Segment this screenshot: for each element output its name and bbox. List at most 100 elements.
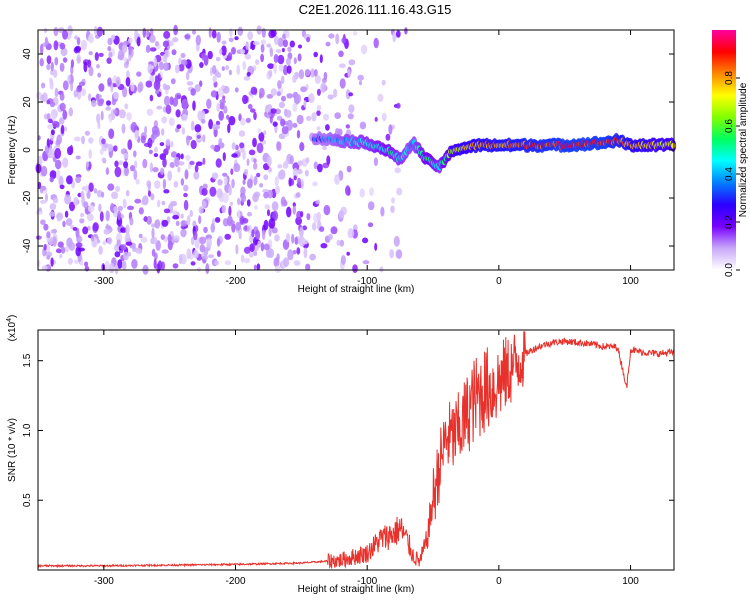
spectrogram-cell [113, 145, 118, 152]
spectrogram-cell [373, 37, 379, 49]
spectrogram-cell [184, 34, 191, 40]
spectrogram-cell [243, 246, 251, 254]
spectrogram-cell [44, 40, 50, 45]
spectrogram-cell [201, 52, 206, 61]
spectrogram-cell [202, 157, 206, 165]
spectrogram-cell [261, 28, 266, 38]
spectrogram-cell [231, 153, 238, 158]
spectrogram-cell [300, 86, 307, 93]
spectrogram-cell [347, 113, 354, 120]
spectrogram-cell [228, 69, 232, 76]
spectrogram-x-axis-label: Height of straight line (km) [298, 284, 415, 295]
snr-x-tick-label: -200 [226, 576, 246, 587]
spectrogram-cell [234, 144, 239, 151]
spectrogram-cell [79, 218, 85, 224]
spectrogram-cell [222, 152, 226, 162]
spectrogram-cell [193, 171, 200, 180]
spectrogram-cell [380, 206, 385, 217]
spectrogram-cell [237, 209, 241, 219]
spectrogram-cell [76, 86, 82, 93]
spectrogram-cell [285, 31, 290, 39]
spectrogram-cell [242, 60, 246, 71]
spectrogram-cell [180, 52, 186, 59]
spectrogram-cell [47, 113, 51, 121]
spectrogram-cell [74, 136, 81, 142]
spectrogram-cell [374, 117, 378, 122]
spectrogram-x-ticks: -300 -200 -100 0 100 [94, 30, 639, 287]
spectrogram-cell [102, 240, 107, 245]
spectrogram-cell [68, 201, 76, 212]
spectrogram-cell [193, 230, 198, 241]
spectrogram-cell [313, 69, 318, 77]
spectrogram-cell [44, 145, 49, 155]
spectrogram-cell [189, 160, 195, 166]
spectrogram-cell [107, 143, 113, 152]
spectrogram-cell [362, 237, 369, 244]
spectrogram-cell [194, 124, 202, 133]
spectrogram-cell [83, 61, 88, 73]
spectrogram-cell [167, 170, 173, 181]
spectrogram-cell [214, 260, 219, 266]
spectrogram-cell [302, 239, 309, 245]
spectrogram-cell [81, 135, 85, 145]
spectrogram-cell [111, 191, 119, 200]
spectrogram-cell [178, 64, 185, 72]
spectrogram-cell [169, 96, 174, 106]
spectrogram-cell [54, 148, 62, 159]
spectrogram-cell [75, 242, 83, 248]
spectrogram-cell [66, 175, 73, 185]
spectrogram-cell [67, 74, 71, 83]
spectrogram-cell [100, 110, 104, 121]
spectrogram-cell [273, 54, 279, 63]
spectrogram-cell [286, 93, 294, 99]
spectrogram-cell [199, 244, 206, 253]
spectrogram-cell [259, 93, 263, 99]
spectrogram-cell [303, 100, 307, 108]
spectrogram-cell [145, 80, 153, 88]
spectrogram-cell [175, 220, 180, 226]
spectrogram-cell [271, 227, 278, 234]
spectrogram-cell [315, 199, 321, 205]
spectrogram-cell [247, 178, 253, 189]
spectrogram-cell [327, 94, 334, 100]
spectrogram-cell [64, 194, 72, 205]
spectrogram-cell [292, 102, 298, 112]
spectrogram-cell [97, 72, 102, 78]
spectrogram-cell [316, 88, 321, 96]
spectrogram-cell [138, 207, 144, 215]
spectrogram-cell [212, 124, 219, 131]
spectrogram-cell [111, 98, 116, 106]
snr-y-tick-label: 1.5 [22, 353, 33, 367]
spectrogram-cell [219, 48, 223, 55]
spectrogram-cell [246, 158, 250, 166]
spectrogram-cell [124, 103, 129, 110]
spectrogram-cell [218, 110, 224, 121]
spectrogram-cell [84, 130, 91, 136]
spectrogram-y-ticks: -40 -20 0 20 40 [22, 48, 674, 253]
spectrogram-cell [297, 177, 302, 185]
spectrogram-cell [294, 93, 302, 104]
spectrogram-cell [98, 245, 103, 255]
spectrogram-cell [73, 89, 79, 98]
spectrogram-cell [97, 121, 101, 130]
spectrogram-cell [322, 113, 330, 121]
spectrogram-cell [157, 73, 161, 84]
spectrogram-cell [211, 29, 217, 39]
spectrogram-cell [216, 188, 223, 199]
spectrogram-cell [258, 132, 265, 142]
spectrogram-cell [190, 261, 196, 266]
spectrogram-cell [149, 34, 156, 43]
spectrogram-cell [96, 190, 103, 198]
spectrogram-cell [274, 265, 282, 274]
spectrogram-cell [133, 169, 138, 181]
spectrogram-cell [49, 203, 57, 211]
spectrogram-cell [98, 52, 104, 58]
spectrogram-cell [305, 157, 310, 164]
spectrogram-cell [352, 31, 358, 36]
spectrogram-cell [174, 156, 180, 168]
spectrogram-cell [252, 193, 259, 203]
spectrogram-cell [123, 153, 129, 159]
spectrogram-cell [194, 164, 199, 173]
snr-x-ticks: -300 -200 -100 0 100 [94, 330, 639, 587]
spectrogram-cell [190, 139, 197, 150]
